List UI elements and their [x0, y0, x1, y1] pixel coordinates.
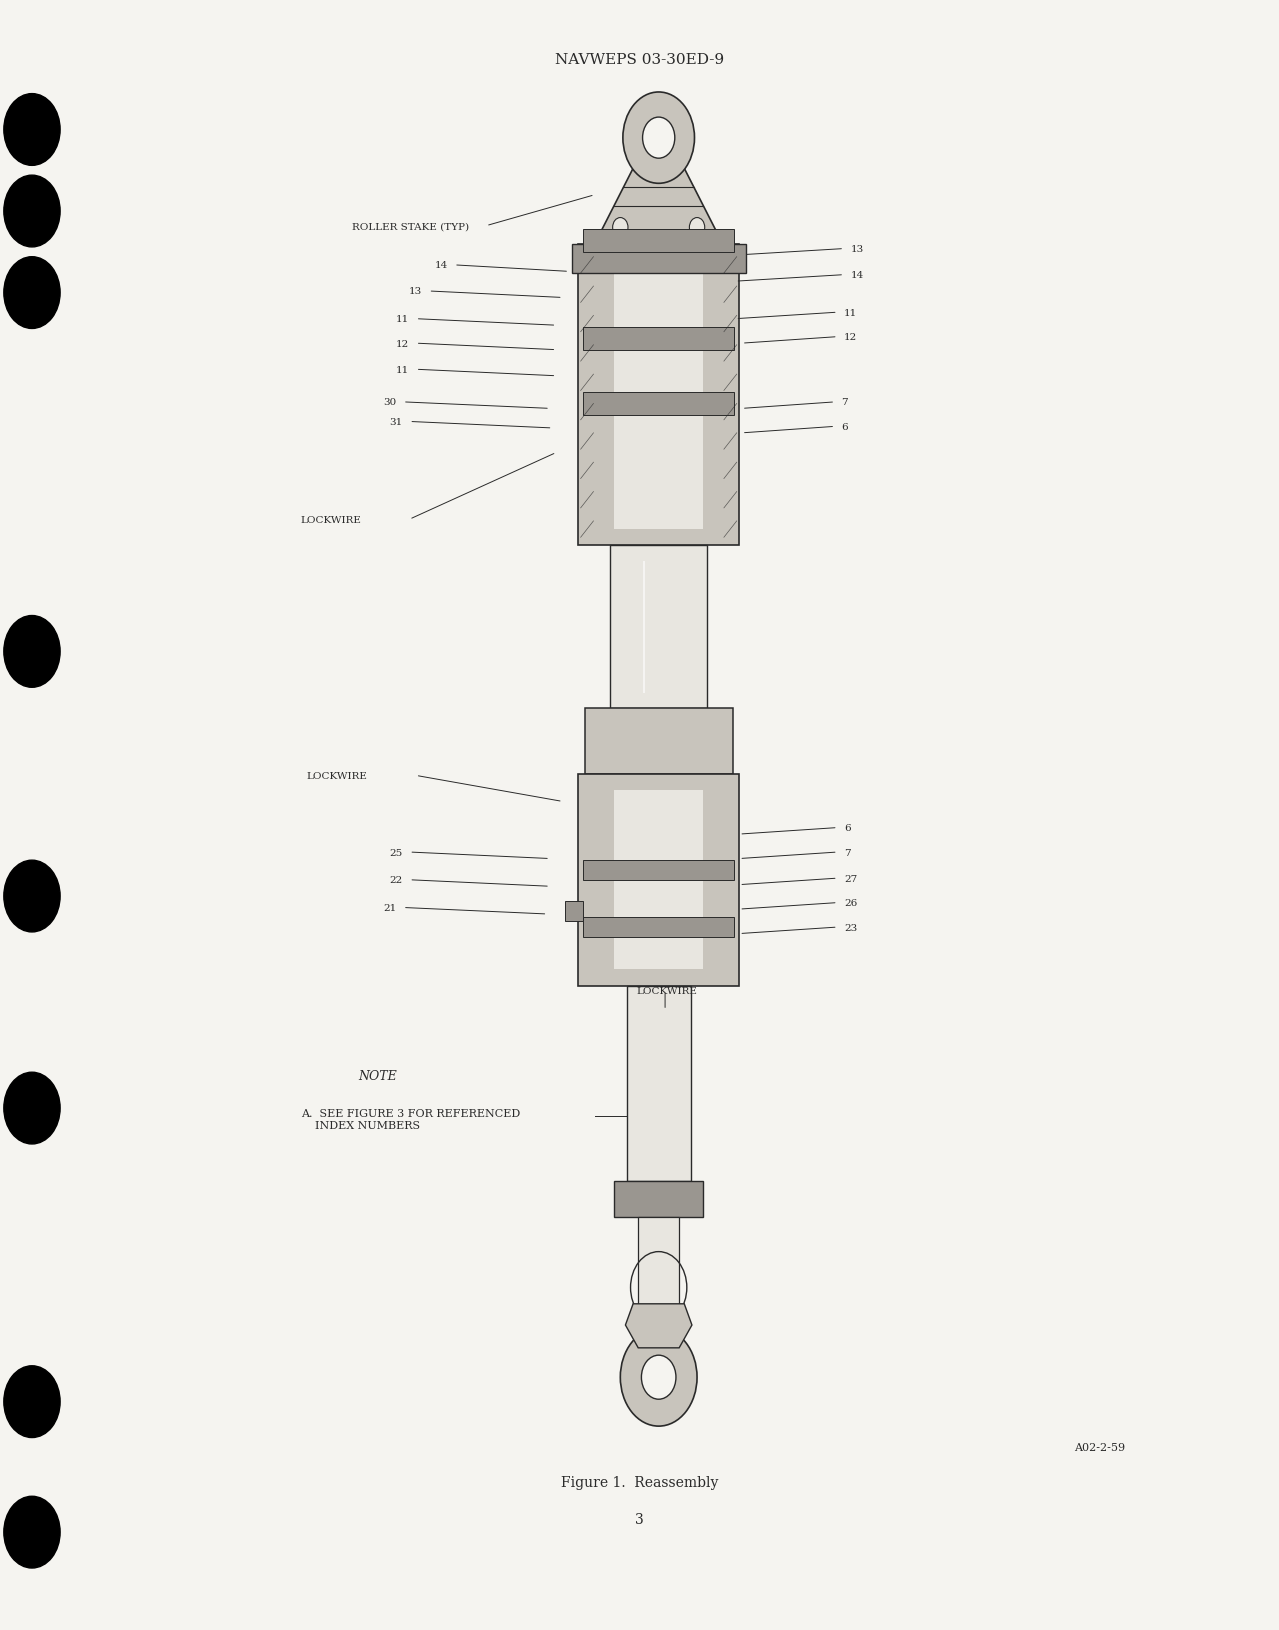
Text: 6: 6: [844, 823, 851, 833]
Text: 3: 3: [636, 1513, 643, 1526]
Circle shape: [4, 616, 60, 688]
Circle shape: [623, 93, 694, 184]
Circle shape: [613, 218, 628, 238]
Text: 23: 23: [844, 923, 857, 932]
Text: NOTE: NOTE: [358, 1069, 396, 1082]
Text: 6: 6: [842, 422, 848, 432]
Text: 14: 14: [851, 271, 863, 280]
Text: A02-2-59: A02-2-59: [1074, 1443, 1126, 1452]
Bar: [614, 261, 703, 530]
Bar: [614, 791, 703, 970]
Text: 21: 21: [384, 903, 396, 913]
Bar: [583, 861, 734, 880]
Text: 12: 12: [396, 339, 409, 349]
Bar: [578, 774, 739, 986]
Circle shape: [4, 1073, 60, 1144]
Text: 13: 13: [409, 287, 422, 297]
Text: 26: 26: [844, 898, 857, 908]
Circle shape: [689, 218, 705, 238]
Bar: [627, 986, 691, 1182]
Bar: [583, 328, 734, 350]
Text: ROLLER STAKE (TYP): ROLLER STAKE (TYP): [352, 222, 469, 231]
Text: 22: 22: [390, 875, 403, 885]
Text: 7: 7: [844, 848, 851, 857]
Text: 11: 11: [396, 365, 409, 375]
Text: 11: 11: [844, 308, 857, 318]
Bar: [610, 546, 707, 709]
Bar: [614, 1182, 703, 1218]
Text: 12: 12: [844, 333, 857, 342]
Text: LOCKWIRE: LOCKWIRE: [307, 771, 368, 781]
Text: LOCKWIRE: LOCKWIRE: [301, 515, 362, 525]
Circle shape: [4, 95, 60, 166]
Text: LOCKWIRE: LOCKWIRE: [637, 986, 698, 996]
Text: 31: 31: [390, 417, 403, 427]
Polygon shape: [625, 1304, 692, 1348]
Text: 25: 25: [390, 848, 403, 857]
Text: NAVWEPS 03-30ED-9: NAVWEPS 03-30ED-9: [555, 54, 724, 67]
Text: Figure 1.  Reassembly: Figure 1. Reassembly: [560, 1475, 719, 1488]
Circle shape: [4, 258, 60, 329]
Bar: [638, 1218, 679, 1312]
Circle shape: [641, 1356, 675, 1399]
Circle shape: [4, 176, 60, 248]
Text: 27: 27: [844, 874, 857, 883]
Circle shape: [642, 117, 675, 160]
Polygon shape: [595, 152, 723, 244]
Bar: [583, 393, 734, 416]
Bar: [583, 918, 734, 937]
Bar: [565, 901, 583, 921]
Bar: [578, 244, 739, 546]
Text: A.  SEE FIGURE 3 FOR REFERENCED
    INDEX NUMBERS: A. SEE FIGURE 3 FOR REFERENCED INDEX NUM…: [301, 1108, 519, 1130]
Circle shape: [4, 1496, 60, 1568]
Bar: [572, 244, 746, 274]
Circle shape: [4, 861, 60, 932]
Text: 7: 7: [842, 398, 848, 408]
Bar: [583, 230, 734, 253]
Text: 11: 11: [396, 315, 409, 324]
Text: 30: 30: [384, 398, 396, 408]
Circle shape: [4, 1366, 60, 1438]
Text: 14: 14: [435, 261, 448, 271]
Bar: [585, 709, 733, 774]
Text: 13: 13: [851, 244, 863, 254]
Circle shape: [620, 1328, 697, 1426]
